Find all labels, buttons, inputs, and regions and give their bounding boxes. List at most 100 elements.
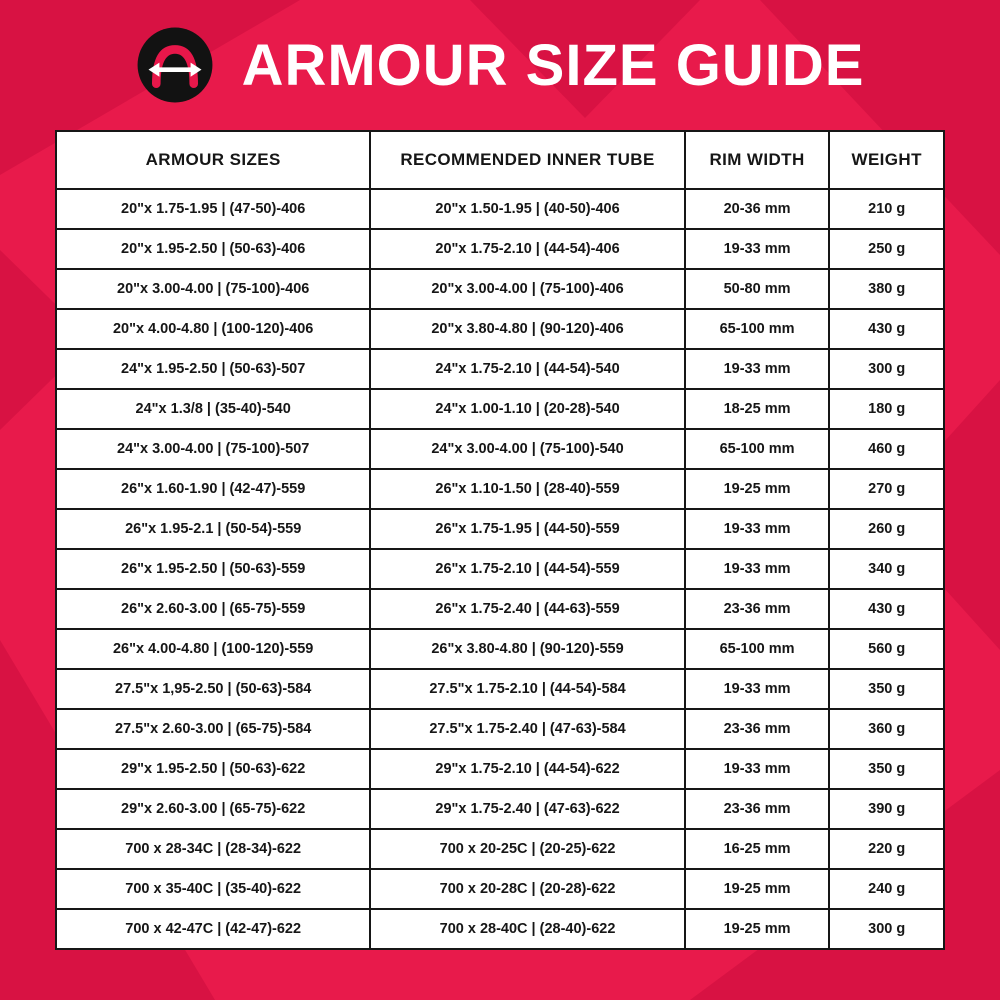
table-cell: 26"x 1.75-1.95 | (44-50)-559	[369, 508, 686, 550]
table-cell: 19-33 mm	[683, 228, 831, 270]
table-cell: 24"x 1.95-2.50 | (50-63)-507	[54, 348, 372, 390]
table-cell: 20"x 1.50-1.95 | (40-50)-406	[369, 188, 686, 230]
table-row: 24"x 1.3/8 | (35-40)-540 24"x 1.00-1.10 |…	[54, 388, 945, 430]
column-header-armour-sizes: ARMOUR SIZES	[54, 130, 372, 190]
table-cell: 20"x 3.00-4.00 | (75-100)-406	[369, 268, 686, 310]
table-cell: 20-36 mm	[683, 188, 831, 230]
table-cell: 50-80 mm	[683, 268, 831, 310]
table-cell: 19-33 mm	[683, 668, 831, 710]
table-row: 700 x 35-40C | (35-40)-622 700 x 20-28C |…	[54, 868, 945, 910]
table-cell: 65-100 mm	[683, 628, 831, 670]
table-cell: 270 g	[828, 468, 945, 510]
table-cell: 65-100 mm	[683, 308, 831, 350]
table-cell: 300 g	[828, 908, 945, 950]
table-cell: 18-25 mm	[683, 388, 831, 430]
table-cell: 700 x 28-34C | (28-34)-622	[54, 828, 372, 870]
table-row: 20"x 4.00-4.80 | (100-120)-406 20"x 3.80-…	[54, 308, 945, 350]
table-cell: 19-25 mm	[683, 868, 831, 910]
table-cell: 23-36 mm	[683, 708, 831, 750]
table-cell: 27.5"x 1,95-2.50 | (50-63)-584	[54, 668, 372, 710]
table-cell: 19-33 mm	[683, 348, 831, 390]
table-row: 27.5"x 1,95-2.50 | (50-63)-584 27.5"x 1.7…	[54, 668, 945, 710]
table-cell: 700 x 35-40C | (35-40)-622	[54, 868, 372, 910]
table-cell: 24"x 1.75-2.10 | (44-54)-540	[369, 348, 686, 390]
table-cell: 700 x 28-40C | (28-40)-622	[369, 908, 686, 950]
table-cell: 20"x 1.95-2.50 | (50-63)-406	[54, 228, 372, 270]
table-row: 29"x 2.60-3.00 | (65-75)-622 29"x 1.75-2.…	[54, 788, 945, 830]
table-cell: 20"x 1.75-2.10 | (44-54)-406	[369, 228, 686, 270]
column-header-recommended-inner-tube: RECOMMENDED INNER TUBE	[369, 130, 686, 190]
table-cell: 19-33 mm	[683, 748, 831, 790]
table-cell: 19-33 mm	[683, 548, 831, 590]
table-cell: 430 g	[828, 308, 945, 350]
table-cell: 210 g	[828, 188, 945, 230]
table-cell: 29"x 1.75-2.40 | (47-63)-622	[369, 788, 686, 830]
table-row: 700 x 28-34C | (28-34)-622 700 x 20-25C |…	[54, 828, 945, 870]
table-cell: 26"x 2.60-3.00 | (65-75)-559	[54, 588, 372, 630]
size-guide-table-container: ARMOUR SIZES RECOMMENDED INNER TUBE RIM …	[54, 130, 945, 950]
table-cell: 700 x 42-47C | (42-47)-622	[54, 908, 372, 950]
table-row: 26"x 1.95-2.50 | (50-63)-559 26"x 1.75-2.…	[54, 548, 945, 590]
table-cell: 23-36 mm	[683, 588, 831, 630]
table-cell: 26"x 1.75-2.40 | (44-63)-559	[369, 588, 686, 630]
table-cell: 24"x 1.00-1.10 | (20-28)-540	[369, 388, 686, 430]
table-row: 26"x 2.60-3.00 | (65-75)-559 26"x 1.75-2.…	[54, 588, 945, 630]
table-cell: 20"x 3.00-4.00 | (75-100)-406	[54, 268, 372, 310]
table-cell: 16-25 mm	[683, 828, 831, 870]
table-cell: 700 x 20-25C | (20-25)-622	[369, 828, 686, 870]
table-cell: 29"x 1.95-2.50 | (50-63)-622	[54, 748, 372, 790]
table-cell: 390 g	[828, 788, 945, 830]
table-cell: 65-100 mm	[683, 428, 831, 470]
table-cell: 26"x 1.95-2.50 | (50-63)-559	[54, 548, 372, 590]
table-cell: 19-25 mm	[683, 468, 831, 510]
table-row: 20"x 3.00-4.00 | (75-100)-406 20"x 3.00-4…	[54, 268, 945, 310]
table-cell: 26"x 3.80-4.80 | (90-120)-559	[369, 628, 686, 670]
table-cell: 560 g	[828, 628, 945, 670]
table-cell: 700 x 20-28C | (20-28)-622	[369, 868, 686, 910]
table-cell: 26"x 4.00-4.80 | (100-120)-559	[54, 628, 372, 670]
table-cell: 20"x 1.75-1.95 | (47-50)-406	[54, 188, 372, 230]
table-cell: 460 g	[828, 428, 945, 470]
table-row: 27.5"x 2.60-3.00 | (65-75)-584 27.5"x 1.7…	[54, 708, 945, 750]
table-cell: 27.5"x 2.60-3.00 | (65-75)-584	[54, 708, 372, 750]
column-header-rim-width: RIM WIDTH	[683, 130, 831, 190]
table-cell: 20"x 4.00-4.80 | (100-120)-406	[54, 308, 372, 350]
table-cell: 26"x 1.75-2.10 | (44-54)-559	[369, 548, 686, 590]
table-cell: 29"x 1.75-2.10 | (44-54)-622	[369, 748, 686, 790]
table-row: 26"x 1.95-2.1 | (50-54)-559 26"x 1.75-1.9…	[54, 508, 945, 550]
table-cell: 27.5"x 1.75-2.10 | (44-54)-584	[369, 668, 686, 710]
page-title: ARMOUR SIZE GUIDE	[241, 32, 865, 98]
column-header-weight: WEIGHT	[828, 130, 945, 190]
table-row: 24"x 1.95-2.50 | (50-63)-507 24"x 1.75-2.…	[54, 348, 945, 390]
table-cell: 19-25 mm	[683, 908, 831, 950]
table-cell: 350 g	[828, 668, 945, 710]
table-row: 20"x 1.75-1.95 | (47-50)-406 20"x 1.50-1.…	[54, 188, 945, 230]
table-cell: 180 g	[828, 388, 945, 430]
table-row: 20"x 1.95-2.50 | (50-63)-406 20"x 1.75-2.…	[54, 228, 945, 270]
table-cell: 220 g	[828, 828, 945, 870]
tire-width-logo-icon	[137, 27, 213, 103]
table-cell: 26"x 1.95-2.1 | (50-54)-559	[54, 508, 372, 550]
table-cell: 380 g	[828, 268, 945, 310]
table-cell: 27.5"x 1.75-2.40 | (47-63)-584	[369, 708, 686, 750]
table-row: 24"x 3.00-4.00 | (75-100)-507 24"x 3.00-4…	[54, 428, 945, 470]
table-header-row: ARMOUR SIZES RECOMMENDED INNER TUBE RIM …	[54, 130, 945, 190]
table-cell: 29"x 2.60-3.00 | (65-75)-622	[54, 788, 372, 830]
table-cell: 24"x 1.3/8 | (35-40)-540	[54, 388, 372, 430]
header: ARMOUR SIZE GUIDE	[0, 26, 1000, 104]
size-guide-table: ARMOUR SIZES RECOMMENDED INNER TUBE RIM …	[54, 130, 945, 950]
table-cell: 23-36 mm	[683, 788, 831, 830]
table-cell: 24"x 3.00-4.00 | (75-100)-507	[54, 428, 372, 470]
table-row: 700 x 42-47C | (42-47)-622 700 x 28-40C |…	[54, 908, 945, 950]
table-row: 26"x 1.60-1.90 | (42-47)-559 26"x 1.10-1.…	[54, 468, 945, 510]
table-cell: 24"x 3.00-4.00 | (75-100)-540	[369, 428, 686, 470]
table-cell: 260 g	[828, 508, 945, 550]
table-cell: 300 g	[828, 348, 945, 390]
table-cell: 26"x 1.60-1.90 | (42-47)-559	[54, 468, 372, 510]
table-cell: 350 g	[828, 748, 945, 790]
table-cell: 250 g	[828, 228, 945, 270]
table-row: 29"x 1.95-2.50 | (50-63)-622 29"x 1.75-2.…	[54, 748, 945, 790]
table-cell: 19-33 mm	[683, 508, 831, 550]
table-row: 26"x 4.00-4.80 | (100-120)-559 26"x 3.80-…	[54, 628, 945, 670]
size-table-body: 20"x 1.75-1.95 | (47-50)-406 20"x 1.50-1.…	[54, 188, 945, 950]
